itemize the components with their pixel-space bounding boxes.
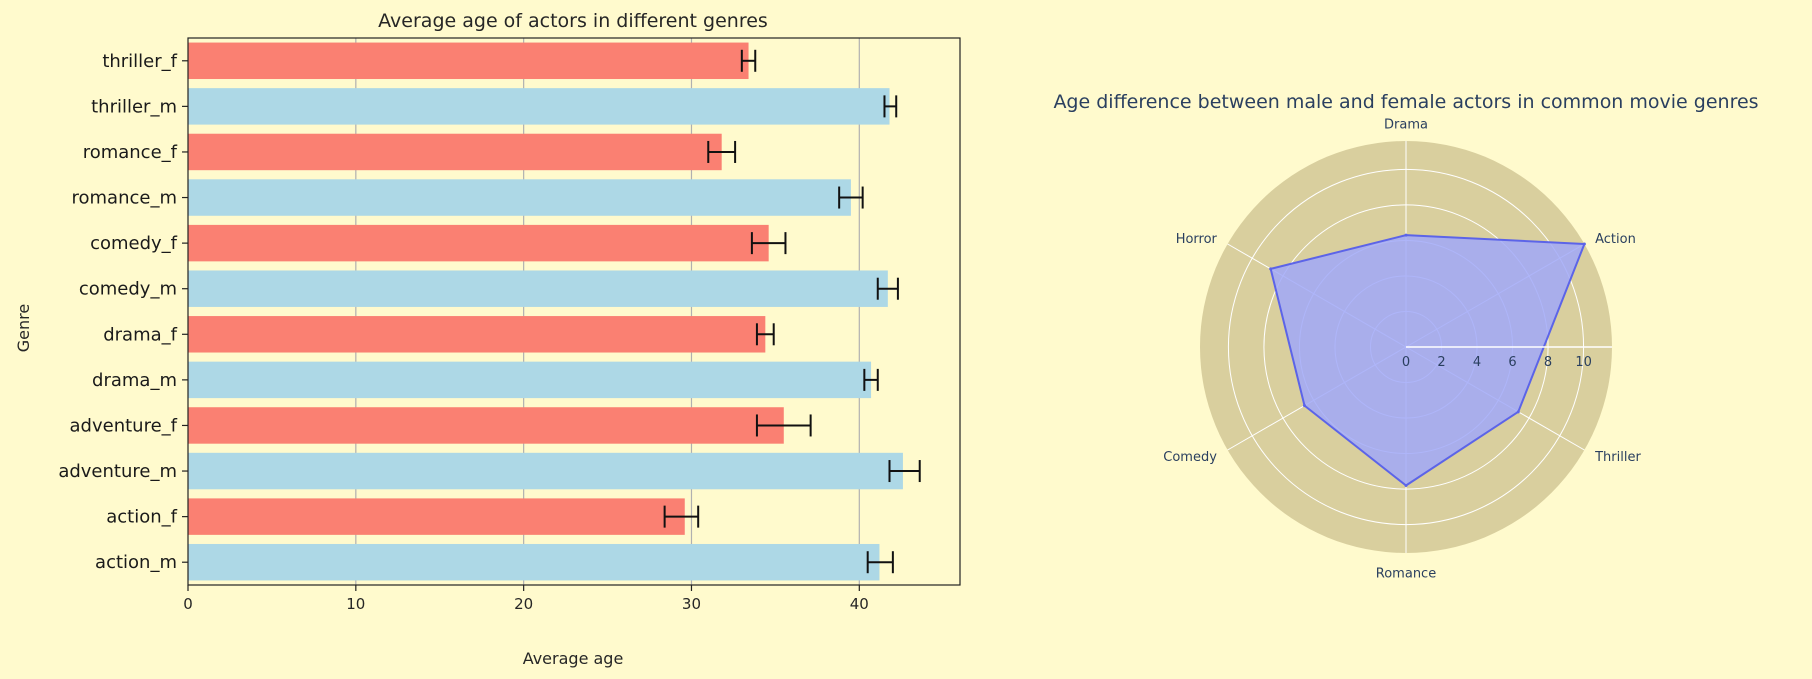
radial-tick-label: 8 [1544, 355, 1552, 370]
y-tick-label-thriller_m: thriller_m [91, 96, 177, 117]
bar-chart-title: Average age of actors in different genre… [378, 10, 768, 32]
radial-tick-label: 10 [1575, 355, 1592, 370]
bar-series [188, 42, 903, 581]
bar-y-ticks: action_m action_f adventure_m adventure_f dr… [58, 51, 188, 573]
y-tick-label-romance_f: romance_f [83, 142, 178, 163]
radar-plot: 0 2 4 6 8 10 Drama Action Thriller Romance Comedy H… [1163, 118, 1641, 582]
radar-point-drama [1404, 233, 1408, 237]
bar-romance_m [188, 179, 851, 216]
y-tick-label-drama_m: drama_m [92, 370, 177, 391]
angular-label-action: Action [1595, 232, 1636, 247]
bar-thriller_f [188, 42, 749, 80]
x-tick-label: 0 [183, 595, 193, 613]
radar-point-horror [1269, 267, 1273, 271]
y-tick-label-action_f: action_f [106, 507, 177, 528]
radar-chart: Age difference between male and female a… [1053, 91, 1758, 581]
bar-gridlines [355, 38, 860, 585]
x-tick-label: 30 [682, 595, 701, 613]
radial-tick-label: 2 [1437, 355, 1445, 370]
y-tick-label-action_m: action_m [95, 552, 177, 573]
bar-romance_f [188, 133, 722, 171]
x-tick-label: 40 [850, 595, 869, 613]
radar-point-comedy [1302, 404, 1306, 408]
radial-tick-label: 6 [1508, 355, 1516, 370]
bar-plot-frame [187, 37, 961, 586]
angular-label-horror: Horror [1176, 232, 1218, 247]
radar-point-romance [1404, 484, 1408, 488]
angular-label-drama: Drama [1384, 118, 1428, 133]
bar-adventure_m [188, 452, 903, 490]
x-tick-label: 10 [346, 595, 365, 613]
x-tick-label: 20 [514, 595, 533, 613]
radar-point-thriller [1516, 410, 1520, 414]
bar-adventure_f [188, 407, 784, 444]
y-tick-label-adventure_m: adventure_m [58, 461, 177, 482]
radial-tick-label: 4 [1473, 355, 1481, 370]
bar-action_f [188, 498, 685, 535]
bar-y-axis-label: Genre [14, 304, 33, 352]
bar-comedy_f [188, 224, 769, 262]
bar-x-axis-label: Average age [523, 649, 624, 668]
radar-chart-title: Age difference between male and female a… [1053, 91, 1758, 113]
bar-thriller_m [188, 88, 890, 125]
y-tick-label-thriller_f: thriller_f [102, 51, 177, 72]
y-tick-label-romance_m: romance_m [72, 188, 178, 209]
bar-drama_m [188, 361, 872, 399]
angular-label-comedy: Comedy [1163, 450, 1217, 465]
bar-x-ticks: 0 10 20 30 40 [183, 585, 869, 613]
bar-drama_f [188, 316, 766, 353]
y-tick-label-comedy_m: comedy_m [79, 279, 177, 300]
bar-action_m [188, 543, 880, 581]
angular-label-thriller: Thriller [1594, 450, 1641, 465]
radar-point-action [1582, 242, 1586, 246]
bar-error-bars [663, 49, 921, 574]
angular-label-romance: Romance [1376, 566, 1436, 581]
y-tick-label-drama_f: drama_f [103, 324, 177, 345]
y-tick-label-comedy_f: comedy_f [90, 233, 178, 254]
y-tick-label-adventure_f: adventure_f [70, 415, 178, 436]
bar-chart: Average age of actors in different genre… [14, 10, 961, 668]
bar-comedy_m [188, 270, 888, 307]
radial-tick-label: 0 [1402, 355, 1410, 370]
